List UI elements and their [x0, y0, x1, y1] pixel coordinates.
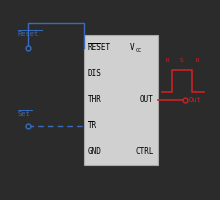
Text: CTRL: CTRL — [136, 148, 154, 156]
Text: CC: CC — [136, 48, 142, 53]
Text: Out: Out — [189, 97, 202, 103]
Text: R: R — [165, 58, 169, 63]
Text: OUT: OUT — [140, 96, 154, 104]
Text: Set: Set — [18, 111, 31, 117]
Text: Reset: Reset — [18, 31, 39, 37]
Text: V: V — [130, 44, 135, 52]
Text: TR: TR — [88, 121, 97, 130]
Text: DIS: DIS — [88, 70, 102, 78]
Text: R: R — [196, 58, 200, 63]
Text: S: S — [180, 58, 184, 63]
Bar — [84, 35, 158, 165]
Text: RESET: RESET — [88, 44, 111, 52]
Text: GND: GND — [88, 148, 102, 156]
Text: THR: THR — [88, 96, 102, 104]
